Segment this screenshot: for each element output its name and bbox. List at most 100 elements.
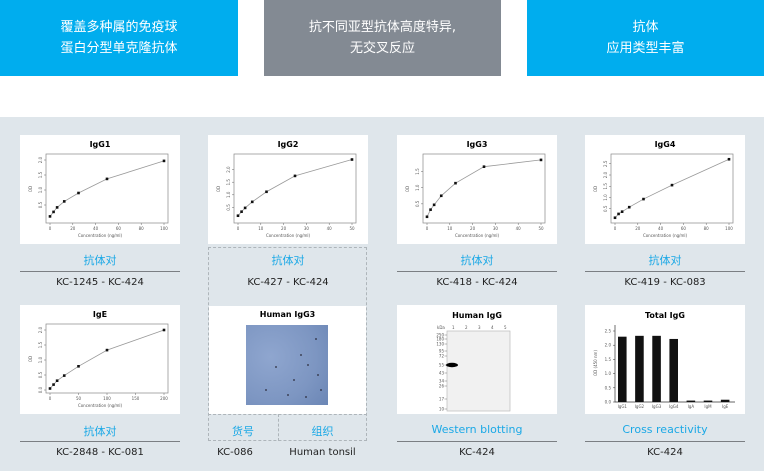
x-tick-label: IgG2 — [635, 404, 645, 409]
card-label[interactable]: 抗体对 — [648, 254, 682, 267]
card-label[interactable]: 抗体对 — [271, 254, 305, 267]
y-tick-label: 1.0 — [603, 194, 608, 201]
chart-ige: IgE 0 50 100 150 200 0.0 0.5 1.0 1.5 2.0 Concentrat… — [20, 305, 180, 414]
marker-label: 72 — [439, 354, 445, 359]
x-tick-label: IgM — [704, 404, 712, 409]
ihc-title: Human IgG3 — [259, 310, 316, 319]
stained-cell — [300, 354, 302, 356]
y-tick-label: 2.0 — [226, 166, 231, 173]
stained-cell — [315, 338, 317, 340]
y-axis-label: OD — [593, 186, 598, 192]
lane-label: 3 — [478, 325, 481, 330]
data-point — [627, 205, 631, 209]
data-point — [265, 190, 268, 194]
stained-cell — [305, 396, 307, 398]
data-point — [52, 210, 55, 214]
data-point — [77, 365, 80, 368]
bar-igg1 — [618, 336, 627, 402]
card-label[interactable]: Western blotting — [431, 423, 523, 436]
data-point — [55, 206, 59, 209]
marker-label: 10 — [439, 407, 445, 412]
x-tick-label: IgE — [722, 404, 729, 409]
y-tick-label: 1.0 — [38, 186, 43, 193]
marker-label: 26 — [439, 384, 445, 389]
x-tick-label: 80 — [139, 226, 145, 231]
y-tick-label: 2.5 — [605, 329, 612, 334]
card-label[interactable]: 抗体对 — [83, 254, 117, 267]
plot-frame — [233, 153, 357, 224]
product-code: KC-424 — [647, 447, 683, 458]
unit-label: kDa — [437, 325, 445, 330]
data-point — [236, 214, 240, 218]
x-tick-label: 0 — [426, 226, 429, 231]
fit-curve — [426, 159, 542, 217]
y-tick-label: 0.5 — [38, 371, 43, 378]
data-point — [48, 387, 52, 390]
chart-title: IgG2 — [278, 140, 299, 149]
data-point — [620, 210, 624, 213]
y-axis-label: OD (450 nm) — [593, 350, 598, 376]
tissue-name: Human tonsil — [289, 447, 356, 458]
column-label-catalog: 货号 — [232, 425, 254, 438]
chart-igg2: IgG2 0 10 20 30 40 50 0.5 1.0 1.5 2.0 Concentration… — [208, 135, 368, 244]
x-tick-label: IgG4 — [669, 404, 679, 409]
y-tick-label: 1.5 — [38, 171, 43, 178]
product-code: KC-1245 - KC-424 — [56, 277, 144, 288]
y-tick-label: 2.0 — [38, 326, 43, 333]
banner-line: 抗不同亚型抗体高度特异, — [308, 20, 457, 35]
y-axis-label: OD — [28, 186, 33, 192]
banner-line: 抗体 — [632, 20, 659, 35]
x-axis-label: Concentration (ng/ml) — [78, 233, 123, 238]
x-tick-label: 150 — [132, 396, 140, 401]
data-point — [293, 174, 297, 178]
divider — [20, 441, 180, 442]
fit-curve — [49, 329, 165, 389]
card-label[interactable]: 抗体对 — [460, 254, 494, 267]
chart-title: Total IgG — [645, 311, 685, 320]
data-point — [62, 374, 66, 377]
x-tick-label: IgG1 — [618, 404, 628, 409]
marker-label: 130 — [436, 342, 444, 347]
y-tick-label: 0.5 — [605, 385, 612, 390]
divider — [585, 441, 745, 442]
ihc-image-panel: Human IgG3 — [209, 306, 366, 414]
x-tick-label: 20 — [635, 226, 641, 231]
data-point — [55, 379, 59, 382]
x-tick-label: 100 — [725, 226, 733, 231]
data-point — [243, 206, 247, 210]
y-tick-label: 2.0 — [38, 156, 43, 163]
stained-cell — [317, 374, 319, 376]
y-tick-label: 1.0 — [38, 356, 43, 363]
x-tick-label: 10 — [258, 226, 264, 231]
bar-igg3 — [652, 335, 661, 402]
x-tick-label: 10 — [447, 226, 453, 231]
data-point — [62, 200, 66, 203]
chart-title: IgG4 — [655, 140, 676, 149]
card-label[interactable]: 抗体对 — [83, 425, 117, 438]
bar-ige — [720, 399, 730, 402]
data-point — [105, 348, 109, 352]
x-tick-label: 100 — [160, 226, 168, 231]
x-tick-label: IgA — [688, 404, 695, 409]
x-tick-label: IgG3 — [652, 404, 662, 409]
marker-label: 180 — [436, 337, 444, 342]
x-tick-label: 40 — [658, 226, 664, 231]
bar-igm — [703, 400, 713, 402]
card-label[interactable]: Cross reactivity — [622, 423, 708, 436]
bar-igg2 — [635, 335, 644, 402]
marker-label: 250 — [436, 333, 444, 338]
y-tick-label: 1.5 — [605, 357, 612, 362]
x-tick-label: 50 — [538, 226, 544, 231]
data-point — [77, 191, 80, 195]
data-point — [539, 158, 543, 162]
x-tick-label: 40 — [327, 226, 333, 231]
y-tick-label: 0.0 — [605, 400, 612, 405]
bar-iga — [686, 400, 696, 402]
divider — [20, 271, 180, 272]
x-tick-label: 20 — [70, 226, 76, 231]
y-tick-label: 1.0 — [226, 191, 231, 198]
data-point — [162, 328, 166, 332]
x-tick-label: 0 — [237, 226, 240, 231]
blot-membrane — [446, 330, 511, 412]
y-tick-label: 2.0 — [605, 343, 612, 348]
